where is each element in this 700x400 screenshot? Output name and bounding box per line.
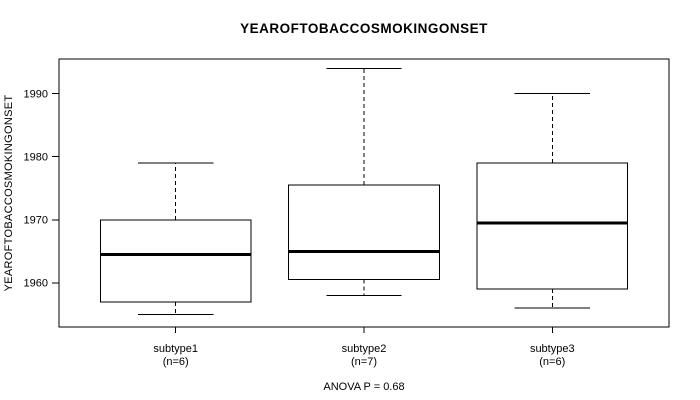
box-subtype1 xyxy=(99,219,252,303)
category-label: subtype1 xyxy=(153,343,198,355)
category-sublabel: (n=7) xyxy=(351,356,377,368)
box-subtype2 xyxy=(288,184,440,281)
category-sublabel: (n=6) xyxy=(163,356,189,368)
category-sublabel: (n=6) xyxy=(539,356,565,368)
category-label: subtype2 xyxy=(342,343,387,355)
y-tick-label: 1960 xyxy=(24,278,48,290)
box-subtype3 xyxy=(476,162,629,290)
category-label: subtype3 xyxy=(530,343,575,355)
anova-annotation: ANOVA P = 0.68 xyxy=(323,381,405,393)
y-tick-label: 1970 xyxy=(24,215,48,227)
y-tick-label: 1980 xyxy=(24,152,48,164)
y-tick-label: 1990 xyxy=(24,88,48,100)
chart-title: YEAROFTOBACCOSMOKINGONSET xyxy=(240,21,488,36)
